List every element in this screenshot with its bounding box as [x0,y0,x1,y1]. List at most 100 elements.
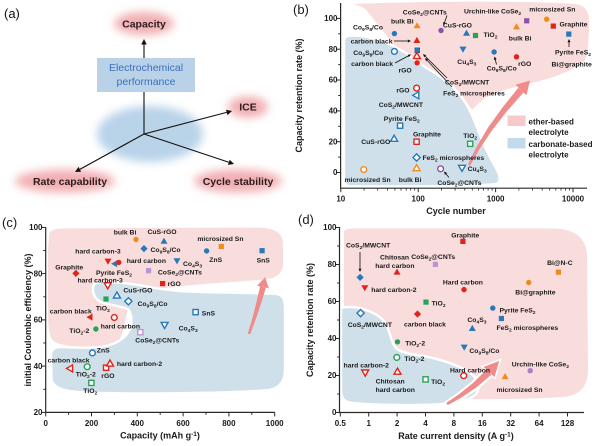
svg-text:Capacity: Capacity [122,19,166,31]
svg-text:1000: 1000 [266,419,284,428]
svg-text:Bi@graphite: Bi@graphite [515,290,555,297]
svg-text:CoS2/MWCNT: CoS2/MWCNT [445,80,490,89]
svg-text:bulk Bi: bulk Bi [114,230,137,237]
svg-text:10: 10 [336,195,345,204]
svg-text:TiO2-2: TiO2-2 [76,372,96,381]
svg-text:128: 128 [561,419,575,428]
svg-text:Electrochemical: Electrochemical [109,62,183,74]
svg-text:1000: 1000 [487,195,505,204]
svg-text:60: 60 [328,297,337,306]
svg-text:TiO2-2: TiO2-2 [405,341,425,350]
svg-text:CuS-rGO: CuS-rGO [443,23,472,30]
svg-text:CuS-rGO: CuS-rGO [148,229,177,236]
svg-text:hard carbon-2: hard carbon-2 [344,363,390,370]
svg-text:ICE: ICE [239,102,257,114]
svg-text:CoSe2@CNTs: CoSe2@CNTs [437,180,481,189]
svg-text:10000: 10000 [562,195,585,204]
svg-text:carbon black: carbon black [404,322,446,329]
svg-text:600: 600 [176,419,190,428]
svg-text:FeS2 microspheres: FeS2 microspheres [497,325,559,334]
svg-text:rGO: rGO [399,68,412,75]
svg-text:Cycle number: Cycle number [426,206,486,216]
svg-text:bulk Bi: bulk Bi [399,177,422,184]
svg-text:0: 0 [332,408,337,417]
svg-text:100: 100 [412,195,426,204]
svg-text:(a): (a) [4,6,20,21]
svg-text:Co9S8/Co: Co9S8/Co [469,348,499,357]
svg-text:hard carbon-3: hard carbon-3 [78,278,124,285]
svg-text:Bi@N-C: Bi@N-C [547,260,573,267]
svg-text:initial Coulombic efficiency (: initial Coulombic efficiency (%) [23,253,33,386]
svg-text:Co9S8/Co: Co9S8/Co [353,25,383,34]
svg-text:electrolyte: electrolyte [529,151,570,160]
svg-text:0: 0 [333,168,338,177]
svg-text:Graphite: Graphite [451,233,479,240]
svg-text:performance: performance [117,76,176,88]
svg-text:Pyrite FeS2: Pyrite FeS2 [96,270,132,279]
svg-text:CuS-rGO: CuS-rGO [361,139,390,146]
svg-text:CoS2/MWCNT: CoS2/MWCNT [348,322,393,331]
svg-text:TiO2-2: TiO2-2 [69,328,89,337]
svg-text:carbon black: carbon black [351,61,393,68]
svg-text:CuS-rGO: CuS-rGO [123,288,152,295]
svg-text:20: 20 [329,137,338,146]
svg-text:Urchin-like CoSe2: Urchin-like CoSe2 [464,9,521,18]
svg-text:microsized Sn: microsized Sn [345,177,391,184]
svg-text:rGO: rGO [101,373,114,380]
svg-text:60: 60 [34,316,43,325]
svg-text:carbonate-based: carbonate-based [529,140,593,149]
svg-text:80: 80 [329,45,338,54]
svg-text:ZnS: ZnS [97,348,110,355]
svg-text:16: 16 [478,419,487,428]
svg-text:Co9S8/Co: Co9S8/Co [487,66,517,75]
svg-text:hard carbon-2: hard carbon-2 [371,287,417,294]
svg-text:Cycle stability: Cycle stability [203,176,274,188]
svg-text:rGO: rGO [168,281,181,288]
svg-text:rGO: rGO [396,88,409,95]
svg-text:20: 20 [34,408,43,417]
svg-text:TiO2: TiO2 [83,388,97,397]
svg-text:microsized Sn: microsized Sn [197,236,243,243]
svg-text:Pyrite FeS2: Pyrite FeS2 [555,50,591,59]
svg-text:40: 40 [329,106,338,115]
svg-text:ether-based: ether-based [529,118,574,127]
svg-text:TiO2: TiO2 [432,301,446,310]
svg-text:CoSe2@CNTs: CoSe2@CNTs [158,270,202,279]
svg-text:hard carbon-2: hard carbon-2 [117,361,163,368]
svg-text:microsized Sn: microsized Sn [529,7,575,14]
svg-text:rGO: rGO [518,61,531,68]
svg-text:0.5: 0.5 [335,419,347,428]
svg-text:bulk Bi: bulk Bi [509,36,532,43]
svg-text:carbon black: carbon black [351,38,393,45]
svg-text:400: 400 [131,419,145,428]
svg-text:Co4S3: Co4S3 [183,261,202,270]
svg-text:TiO2: TiO2 [484,32,498,41]
svg-text:Urchin-like CoSe2: Urchin-like CoSe2 [512,362,569,371]
svg-text:CoSe2@CNTs: CoSe2@CNTs [411,254,455,263]
svg-text:hard carbon: hard carbon [127,258,166,265]
svg-text:Co9S8/Co: Co9S8/Co [353,50,383,59]
svg-text:CoS2/MWCNT: CoS2/MWCNT [346,243,391,252]
svg-text:Bi@graphite: Bi@graphite [552,61,592,68]
svg-text:100: 100 [324,14,338,23]
svg-text:20: 20 [328,371,337,380]
svg-text:40: 40 [34,362,43,371]
svg-text:100: 100 [323,223,337,232]
svg-text:carbon black: carbon black [50,309,92,316]
svg-text:microsized Sn: microsized Sn [497,387,543,394]
svg-text:hard carbon: hard carbon [101,324,140,331]
svg-text:Rate current density (A g-1): Rate current density (A g-1) [398,431,513,441]
svg-text:TiO2: TiO2 [431,379,445,388]
svg-text:Co4S3: Co4S3 [467,317,486,326]
svg-text:Co4S3: Co4S3 [179,326,198,335]
svg-text:80: 80 [34,269,43,278]
svg-text:2: 2 [395,419,400,428]
svg-text:4: 4 [423,419,428,428]
svg-text:Chitosan: Chitosan [380,255,409,262]
svg-text:Hard carbon: Hard carbon [443,280,483,287]
svg-text:bulk Bi: bulk Bi [391,19,414,26]
svg-text:CoS2/MWCNT: CoS2/MWCNT [379,102,424,111]
svg-text:SnS: SnS [202,311,216,318]
svg-text:Co9S8/Co: Co9S8/Co [138,301,168,310]
svg-text:8: 8 [452,419,457,428]
